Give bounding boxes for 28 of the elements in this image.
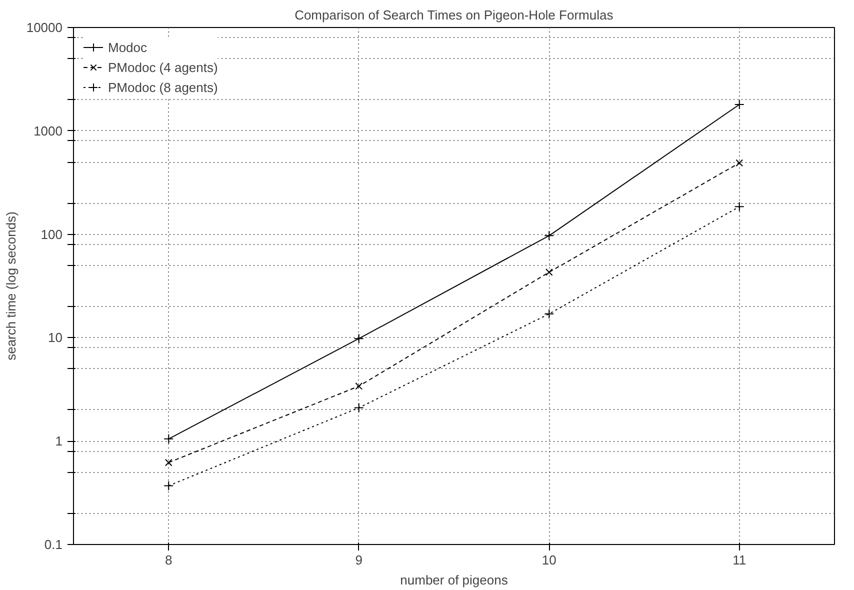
y-tick-label: 10000 [26,20,63,35]
point [544,230,554,241]
x-axis-title: number of pigeons [400,572,508,588]
y-tick-label: 100 [40,226,63,242]
legend-label: Modoc [108,40,148,54]
y-tick-label: 0.1 [44,537,63,552]
point [354,334,364,344]
point [736,159,744,167]
x-tick-label: 9 [355,552,362,568]
point [355,382,363,390]
point [544,308,554,319]
x-tick-label: 10 [542,552,556,568]
y-tick-label: 10 [48,330,63,346]
chart-title: Comparison of Search Times on Pigeon-Hole Formulas [294,8,614,22]
point [164,434,174,444]
legend-label: PModoc (8 agents) [108,80,218,94]
y-tick-label: 1 [55,434,63,449]
point [545,268,553,276]
point [354,402,364,413]
x-tick-label: 8 [165,552,172,568]
y-axis-title: search time (log seconds) [3,212,18,360]
x-tick-label: 11 [732,552,746,568]
point [164,458,172,466]
legend-label: PModoc (4 agents) [108,60,218,74]
point [734,202,744,212]
point [734,100,744,110]
point [164,480,174,491]
y-tick-label: 1000 [34,123,62,138]
